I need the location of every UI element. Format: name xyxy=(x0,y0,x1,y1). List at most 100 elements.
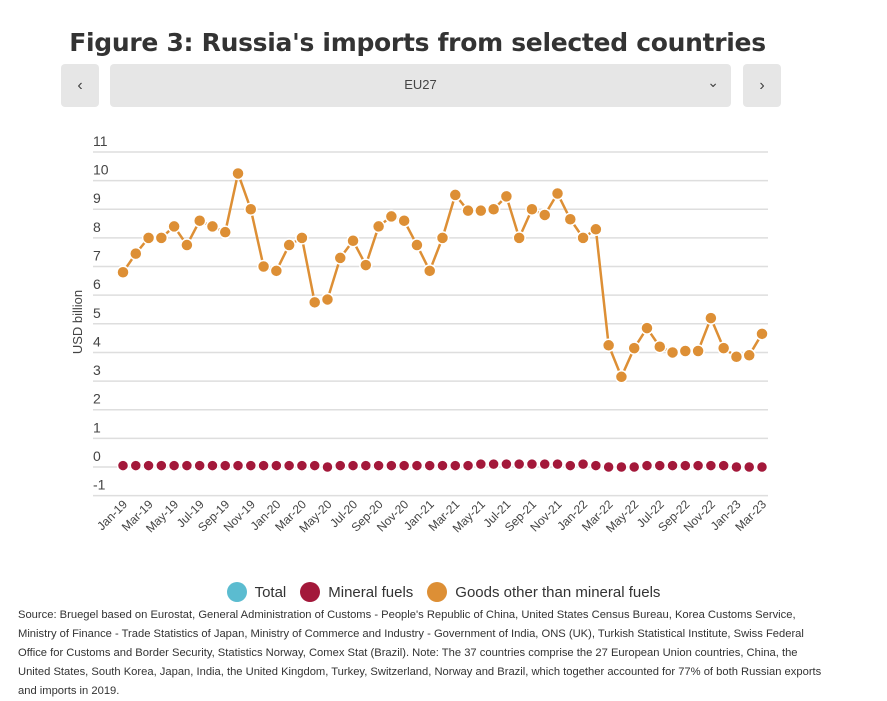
data-point-mineral-fuels xyxy=(231,459,245,472)
y-tick-label: 0 xyxy=(93,448,101,464)
data-point-mineral-fuels xyxy=(282,459,296,472)
data-point-mineral-fuels xyxy=(321,460,334,474)
data-point-mineral-fuels xyxy=(206,459,219,472)
data-point-mineral-fuels xyxy=(167,459,181,472)
data-point-mineral-fuels xyxy=(704,459,718,472)
data-point-mineral-fuels xyxy=(308,459,321,472)
y-axis-label: USD billion xyxy=(70,290,85,354)
data-point-goods xyxy=(563,212,578,227)
legend-item-goods[interactable]: Goods other than mineral fuels xyxy=(427,582,660,602)
legend: Total Mineral fuels Goods other than min… xyxy=(0,582,887,602)
data-point-mineral-fuels xyxy=(653,459,667,472)
legend-marker xyxy=(427,582,448,602)
data-point-goods xyxy=(691,344,705,358)
data-point-mineral-fuels xyxy=(397,459,411,472)
data-point-mineral-fuels xyxy=(180,459,194,472)
data-point-mineral-fuels xyxy=(525,457,539,471)
data-point-mineral-fuels xyxy=(359,459,373,472)
data-point-goods xyxy=(244,202,258,216)
data-point-goods xyxy=(129,246,143,261)
y-tick-label: 10 xyxy=(93,162,109,178)
data-point-goods xyxy=(269,264,284,278)
data-point-mineral-fuels xyxy=(218,459,232,472)
y-tick-label: -1 xyxy=(93,477,106,493)
data-point-goods xyxy=(640,321,654,335)
y-tick-label: 9 xyxy=(93,190,101,206)
data-point-mineral-fuels xyxy=(372,459,385,472)
data-point-goods xyxy=(307,295,322,310)
data-point-goods xyxy=(499,189,514,204)
data-point-mineral-fuels xyxy=(410,459,424,472)
data-point-goods xyxy=(192,213,207,228)
data-point-mineral-fuels xyxy=(564,459,577,472)
legend-item-mineral-fuels[interactable]: Mineral fuels xyxy=(300,582,413,602)
chart-title: Figure 3: Russia's imports from selected… xyxy=(69,28,766,57)
data-point-goods xyxy=(141,231,156,245)
data-point-goods xyxy=(282,238,296,252)
country-select[interactable]: EU27 ⌄ xyxy=(110,64,731,107)
data-point-mineral-fuels xyxy=(423,459,436,472)
data-point-mineral-fuels xyxy=(666,459,679,472)
y-tick-label: 4 xyxy=(93,333,101,349)
source-note: Source: Bruegel based on Eurostat, Gener… xyxy=(18,609,822,697)
y-tick-label: 8 xyxy=(93,219,101,235)
data-point-goods xyxy=(537,208,552,222)
data-point-mineral-fuels xyxy=(193,459,206,472)
data-point-mineral-fuels xyxy=(512,457,526,471)
data-point-goods xyxy=(474,203,488,218)
data-point-goods xyxy=(435,231,450,245)
chevron-right-icon: › xyxy=(759,76,765,94)
chevron-left-icon: ‹ xyxy=(77,76,83,94)
y-tick-label: 11 xyxy=(93,133,108,149)
data-point-goods xyxy=(704,311,718,325)
data-point-goods xyxy=(729,349,744,364)
data-point-goods xyxy=(410,238,424,252)
data-point-goods xyxy=(665,345,680,360)
data-point-goods xyxy=(614,370,629,384)
data-point-goods xyxy=(167,219,181,234)
y-tick-label: 1 xyxy=(93,419,101,435)
previous-button[interactable]: ‹ xyxy=(61,64,99,107)
data-point-goods xyxy=(627,341,641,355)
data-point-mineral-fuels xyxy=(730,460,743,474)
data-point-goods xyxy=(359,258,373,272)
data-point-mineral-fuels xyxy=(487,457,500,471)
data-point-mineral-fuels xyxy=(155,459,168,472)
data-point-goods xyxy=(601,338,616,353)
data-point-mineral-fuels xyxy=(742,460,756,474)
data-point-goods xyxy=(678,344,693,358)
country-select-value: EU27 xyxy=(404,77,437,92)
y-tick-label: 3 xyxy=(93,362,101,378)
legend-item-total[interactable]: Total xyxy=(226,582,287,602)
data-point-mineral-fuels xyxy=(449,459,462,472)
data-point-mineral-fuels xyxy=(244,459,258,472)
data-point-mineral-fuels xyxy=(538,457,551,471)
data-point-mineral-fuels xyxy=(295,459,309,472)
data-point-mineral-fuels xyxy=(142,459,155,472)
data-point-mineral-fuels xyxy=(436,459,449,472)
data-point-goods xyxy=(461,203,475,218)
legend-label: Total xyxy=(254,583,287,601)
data-point-mineral-fuels xyxy=(461,459,475,472)
data-point-mineral-fuels xyxy=(257,459,270,472)
data-point-goods xyxy=(333,251,348,265)
data-point-goods xyxy=(397,213,411,228)
data-point-mineral-fuels xyxy=(116,459,130,472)
legend-label: Mineral fuels xyxy=(328,583,414,601)
next-button[interactable]: › xyxy=(743,64,781,107)
data-point-mineral-fuels xyxy=(615,460,628,474)
data-point-mineral-fuels xyxy=(755,460,769,474)
data-point-goods xyxy=(550,186,565,201)
data-point-mineral-fuels xyxy=(270,459,283,472)
data-point-mineral-fuels xyxy=(602,460,615,474)
data-point-goods xyxy=(205,219,220,234)
data-point-mineral-fuels xyxy=(640,459,654,472)
data-point-goods xyxy=(576,231,590,245)
y-tick-label: 6 xyxy=(93,276,101,292)
y-tick-label: 7 xyxy=(93,248,101,264)
data-point-goods xyxy=(320,292,335,307)
y-tick-label: 2 xyxy=(93,391,101,407)
data-point-goods xyxy=(448,188,463,202)
data-point-mineral-fuels xyxy=(385,459,398,472)
